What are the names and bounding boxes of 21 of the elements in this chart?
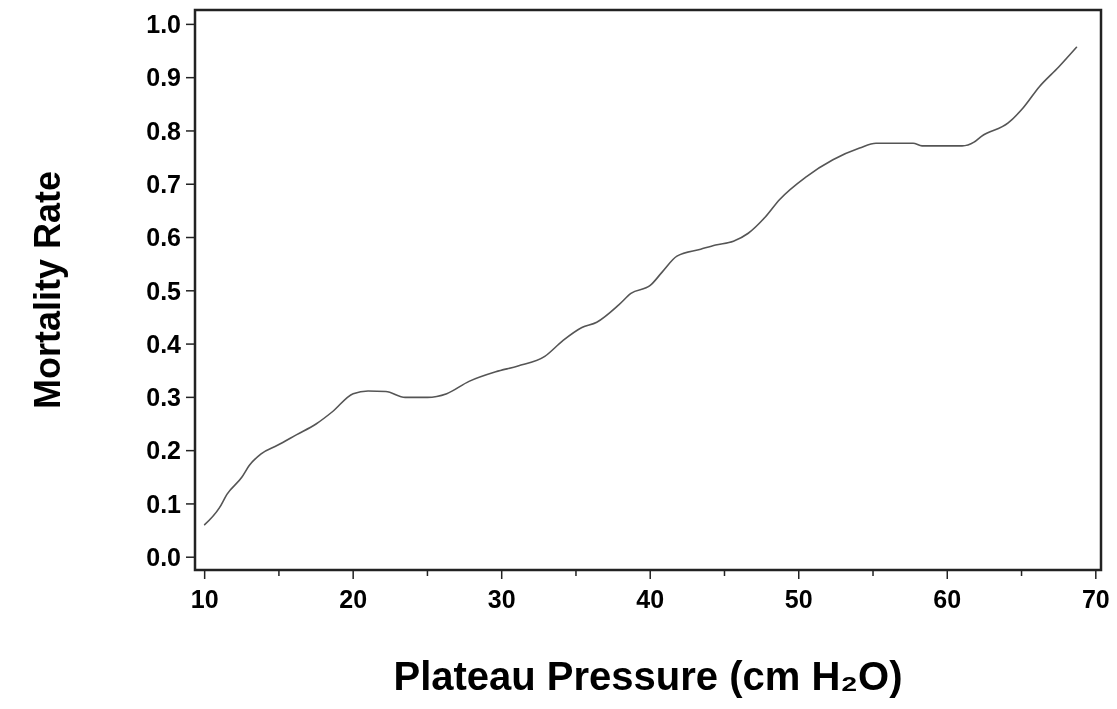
x-tick-label: 40 xyxy=(636,585,665,613)
y-axis-title: Mortality Rate xyxy=(27,170,68,410)
x-tick-label: 10 xyxy=(190,585,219,613)
x-axis-title: Plateau Pressure (cm H₂O) xyxy=(393,654,903,698)
y-tick-label: 0.5 xyxy=(146,276,182,305)
y-tick-label: 0.6 xyxy=(146,223,181,252)
y-tick-label: 1.0 xyxy=(146,10,181,39)
x-tick-label: 50 xyxy=(784,585,813,613)
y-tick-label: 0.1 xyxy=(146,489,182,518)
x-tick-label: 30 xyxy=(487,585,516,613)
y-tick-label: 0.7 xyxy=(146,169,181,198)
y-tick-label: 0.3 xyxy=(146,383,181,412)
y-tick-label: 0.2 xyxy=(146,436,181,465)
y-tick-label: 0.8 xyxy=(146,116,182,145)
x-tick-label: 20 xyxy=(339,585,368,613)
y-tick-label: 0.9 xyxy=(146,63,181,92)
y-tick-label: 0.0 xyxy=(146,542,181,571)
line-series xyxy=(203,46,1078,526)
y-tick-label: 0.4 xyxy=(146,329,182,358)
x-tick-label: 60 xyxy=(933,585,962,613)
x-tick-label: 70 xyxy=(1081,585,1110,613)
